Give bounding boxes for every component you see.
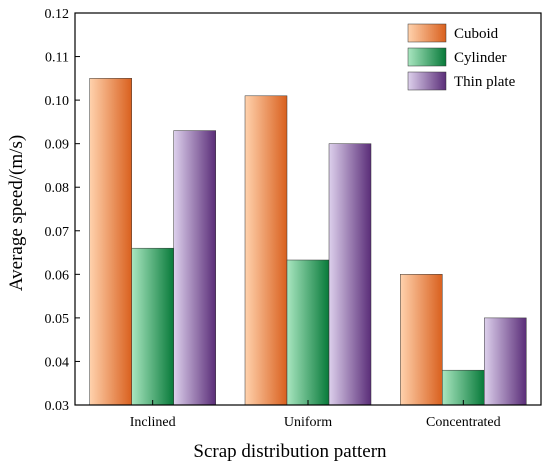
y-tick-label: 0.11 [45, 51, 69, 66]
bar-cuboid-uniform [244, 95, 288, 406]
bar-cylinder-concentrated [442, 369, 485, 406]
legend-swatch-thin-plate [407, 71, 447, 91]
bar-thin-plate-uniform [328, 143, 372, 406]
legend-label-thin-plate: Thin plate [454, 74, 516, 90]
y-tick-label: 0.07 [45, 225, 70, 240]
bar-cylinder-uniform [286, 259, 330, 406]
y-ticks-group: 0.03 0.04 0.05 0.06 0.07 0.08 0.09 0.10 0.11 0.12 [45, 7, 80, 414]
bar-thin-plate-concentrated [484, 317, 527, 406]
bar-thin-plate-inclined [173, 130, 216, 406]
bar-cuboid-inclined [89, 78, 132, 406]
y-axis-label: Average speed/(m/s) [6, 135, 27, 291]
y-tick-label: 0.12 [45, 7, 70, 22]
legend-swatch-cylinder [407, 47, 447, 67]
y-tick-label: 0.08 [45, 181, 70, 196]
y-tick-label: 0.05 [45, 312, 70, 327]
bar-cylinder-inclined [131, 247, 174, 406]
legend: Cuboid Cylinder Thin plate [407, 23, 516, 91]
x-tick-label-concentrated: Concentrated [426, 415, 501, 430]
legend-label-cylinder: Cylinder [454, 50, 507, 66]
y-tick-label: 0.06 [45, 268, 70, 283]
y-tick-label: 0.03 [45, 399, 70, 414]
legend-label-cuboid: Cuboid [454, 26, 499, 42]
y-tick-label: 0.10 [45, 94, 70, 109]
y-tick-label: 0.09 [45, 138, 70, 153]
y-tick-label: 0.04 [45, 355, 70, 370]
legend-swatch-cuboid [407, 23, 447, 43]
x-ticks-group: Inclined Uniform Concentrated [130, 400, 501, 430]
x-tick-label-uniform: Uniform [284, 415, 332, 430]
x-tick-label-inclined: Inclined [130, 415, 176, 430]
bars-group [89, 78, 527, 406]
x-axis-label: Scrap distribution pattern [193, 441, 387, 462]
bar-cuboid-concentrated [400, 274, 443, 406]
